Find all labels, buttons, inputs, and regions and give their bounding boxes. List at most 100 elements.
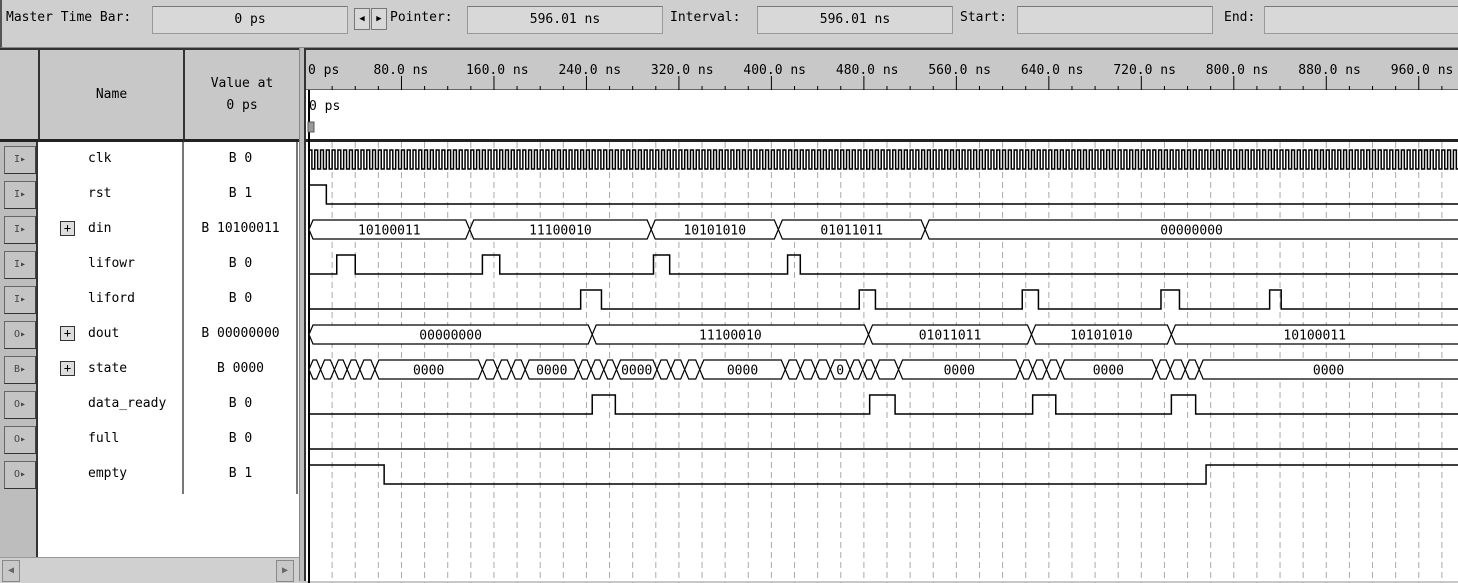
column-divider[interactable]: [182, 142, 184, 494]
scroll-left-icon[interactable]: ◀: [2, 560, 20, 582]
bus-segment-state: [1198, 359, 1458, 380]
value-column-header[interactable]: Value at 0 ps: [183, 50, 299, 142]
signal-value: B 0: [228, 291, 253, 306]
signal-row-data_ready[interactable]: O▸ data_ready B 0: [0, 387, 299, 422]
expand-icon[interactable]: +: [60, 361, 75, 376]
interval-field: 596.01 ns: [757, 6, 953, 34]
signal-row-dout[interactable]: O▸ + dout B 00000000: [0, 317, 299, 352]
ruler-tick-label: 720.0 ns: [1113, 63, 1176, 78]
bus-segment-state: [590, 359, 605, 380]
wave-rst: [309, 184, 1458, 205]
signal-value: B 0000: [217, 361, 264, 376]
signal-value: B 1: [228, 186, 253, 201]
signal-name: liford: [88, 291, 135, 306]
wave-clk: [308, 149, 1458, 170]
bus-segment-state: [333, 359, 348, 380]
signal-name: clk: [88, 151, 112, 166]
signal-row-liford[interactable]: I▸ liford B 0: [0, 282, 299, 317]
bus-value-label: 00000000: [1160, 224, 1223, 239]
wave-lifowr: [309, 254, 1458, 275]
bus-segment-state: [862, 359, 877, 380]
ruler-tick-label: 960.0 ns: [1391, 63, 1454, 78]
bus-segment-din: [924, 219, 1458, 240]
end-label: End:: [1224, 10, 1256, 25]
bus-value-label: 0000: [944, 364, 975, 379]
bus-segment-state: [849, 359, 864, 380]
bus-segment-state: [656, 359, 672, 380]
bus-value-label: 01011011: [919, 329, 982, 344]
signal-value: B 10100011: [201, 221, 280, 236]
signal-row-lifowr[interactable]: I▸ lifowr B 0: [0, 247, 299, 282]
master-time-bar-marker-label: 0 ps: [309, 99, 340, 114]
pane-splitter[interactable]: [299, 48, 306, 581]
bus-segment-dout: [1170, 324, 1458, 345]
bus-segment-state: [814, 359, 832, 380]
waveform-panel[interactable]: 0 ps 80.0 ns 160.0 ns 240.0 ns 320.0 ns 400.0…: [306, 48, 1458, 583]
input-bus-icon[interactable]: I▸: [4, 216, 36, 244]
bus-segment-state: [308, 359, 322, 380]
master-time-bar-handle: [307, 121, 315, 133]
time-ruler[interactable]: 0 ps 80.0 ns 160.0 ns 240.0 ns 320.0 ns 400.0…: [306, 50, 1458, 90]
signal-row-clk[interactable]: I▸ clk B 0: [0, 142, 299, 177]
input-pin-icon[interactable]: I▸: [4, 251, 36, 279]
scroll-right-icon[interactable]: ▶: [276, 560, 294, 582]
bus-value-label: 11100010: [529, 224, 592, 239]
signal-row-state[interactable]: B▸ + state B 0000: [0, 352, 299, 387]
master-time-bar-area[interactable]: 0 ps: [306, 90, 1458, 142]
bus-value-label: 0: [836, 364, 844, 379]
input-pin-icon[interactable]: I▸: [4, 146, 36, 174]
signal-row-rst[interactable]: I▸ rst B 1: [0, 177, 299, 212]
signal-row-full[interactable]: O▸ full B 0: [0, 422, 299, 457]
bus-value-label: 0000: [413, 364, 444, 379]
bus-segment-state: [577, 359, 592, 380]
ruler-tick-label: 320.0 ns: [651, 63, 714, 78]
signal-value: B 00000000: [201, 326, 280, 341]
signal-name: lifowr: [88, 256, 135, 271]
bus-segment-state: [684, 359, 701, 380]
signal-name: state: [88, 361, 128, 376]
ruler-tick-label: 400.0 ns: [743, 63, 806, 78]
output-pin-icon[interactable]: O▸: [4, 426, 36, 454]
bus-value-label: 11100010: [699, 329, 762, 344]
output-bus-icon[interactable]: O▸: [4, 321, 36, 349]
ruler-tick-label: 560.0 ns: [928, 63, 991, 78]
arrow-right-icon[interactable]: ▶: [371, 8, 387, 30]
output-pin-icon[interactable]: O▸: [4, 391, 36, 419]
signal-name: rst: [88, 186, 112, 201]
master-time-bar-label: Master Time Bar:: [6, 10, 132, 25]
input-pin-icon[interactable]: I▸: [4, 286, 36, 314]
bus-value-label: 0000: [536, 364, 567, 379]
arrow-left-icon[interactable]: ◀: [354, 8, 370, 30]
end-field[interactable]: [1264, 6, 1458, 34]
bus-value-label: 00000000: [419, 329, 482, 344]
ruler-tick-label: 880.0 ns: [1298, 63, 1361, 78]
start-label: Start:: [960, 10, 1007, 25]
output-pin-icon[interactable]: O▸: [4, 461, 36, 489]
name-column-header[interactable]: Name: [38, 50, 183, 142]
signal-value: B 0: [228, 396, 253, 411]
interval-label: Interval:: [670, 10, 741, 25]
signal-name: full: [88, 431, 120, 446]
bus-segment-state: [481, 359, 499, 380]
expand-icon[interactable]: +: [60, 326, 75, 341]
signal-name: empty: [88, 466, 128, 481]
signal-row-empty[interactable]: O▸ empty B 1: [0, 457, 299, 492]
ruler-tick-label: 160.0 ns: [466, 63, 529, 78]
bus-value-label: 10100011: [1283, 329, 1346, 344]
signal-name: din: [88, 221, 112, 236]
bus-value-label: 0000: [621, 364, 652, 379]
buried-bus-icon[interactable]: B▸: [4, 356, 36, 384]
expand-icon[interactable]: +: [60, 221, 75, 236]
bus-value-label: 10101010: [1070, 329, 1133, 344]
icon-column-header: [0, 50, 38, 142]
master-time-bar-field[interactable]: 0 ps: [152, 6, 348, 34]
signal-row-din[interactable]: I▸ + din B 10100011: [0, 212, 299, 247]
bus-value-label: 0000: [1313, 364, 1344, 379]
bus-segment-state: [799, 359, 816, 380]
horizontal-scrollbar[interactable]: ◀ ▶: [0, 557, 299, 583]
bus-segment-state: [603, 359, 618, 380]
bus-segment-state: [670, 359, 686, 380]
input-pin-icon[interactable]: I▸: [4, 181, 36, 209]
start-field[interactable]: [1017, 6, 1213, 34]
bus-segment-state: [346, 359, 361, 380]
